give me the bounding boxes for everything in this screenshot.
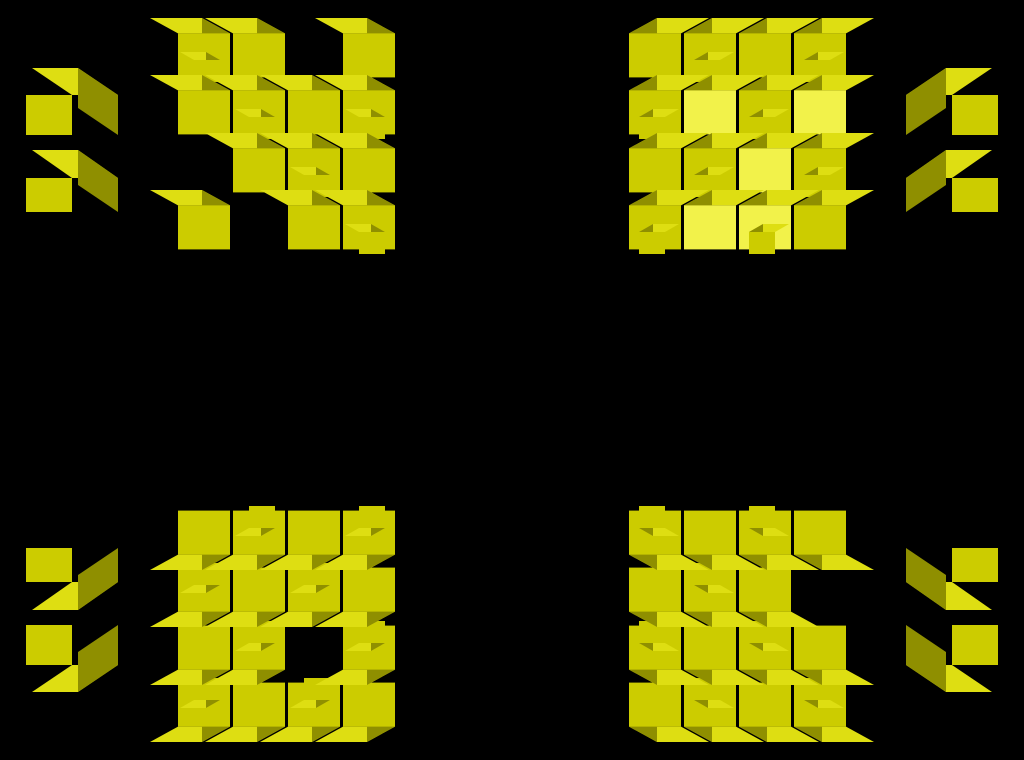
cluster-top-left: [26, 18, 395, 254]
cluster-top-right: [629, 18, 998, 254]
block-14: [150, 190, 230, 250]
side-piece-0: [906, 625, 998, 692]
block-13: [315, 133, 395, 193]
side-piece-0: [26, 68, 118, 135]
block-2: [205, 18, 285, 78]
block-15: [260, 190, 340, 250]
cluster-bottom-right: [629, 506, 998, 742]
side-piece-0: [906, 68, 998, 135]
block-17: [150, 510, 230, 570]
block-5: [629, 18, 709, 78]
block-9: [684, 625, 764, 685]
block-20: [260, 510, 340, 570]
side-piece-1: [906, 548, 998, 610]
block-9: [684, 75, 764, 135]
side-piece-1: [26, 548, 118, 610]
block-2: [739, 18, 819, 78]
block-6: [794, 75, 874, 135]
block-21: [684, 190, 764, 250]
block-4: [150, 75, 230, 135]
block-16: [315, 567, 395, 627]
block-16: [794, 510, 874, 570]
block-18: [794, 190, 874, 250]
block-15: [629, 567, 709, 627]
block-22: [345, 506, 385, 536]
block-19: [235, 506, 275, 536]
block-10: [205, 133, 285, 193]
block-13: [205, 567, 285, 627]
block-2: [739, 682, 819, 742]
block-3: [315, 18, 395, 78]
block-18: [749, 506, 789, 536]
block-6: [794, 625, 874, 685]
block-19: [684, 510, 764, 570]
cluster-bottom-left: [26, 506, 395, 742]
block-5: [629, 682, 709, 742]
block-6: [150, 625, 230, 685]
block-21: [639, 506, 679, 536]
block-2: [205, 682, 285, 742]
block-20: [749, 224, 789, 254]
block-12: [739, 567, 819, 627]
side-piece-1: [906, 150, 998, 212]
block-14: [739, 133, 819, 193]
block-23: [639, 224, 679, 254]
side-piece-0: [26, 625, 118, 692]
block-7: [260, 75, 340, 135]
block-17: [345, 224, 385, 254]
block-8: [749, 621, 789, 651]
block-10: [629, 625, 709, 685]
block-5: [315, 682, 395, 742]
side-piece-1: [26, 150, 118, 212]
block-17: [629, 133, 709, 193]
